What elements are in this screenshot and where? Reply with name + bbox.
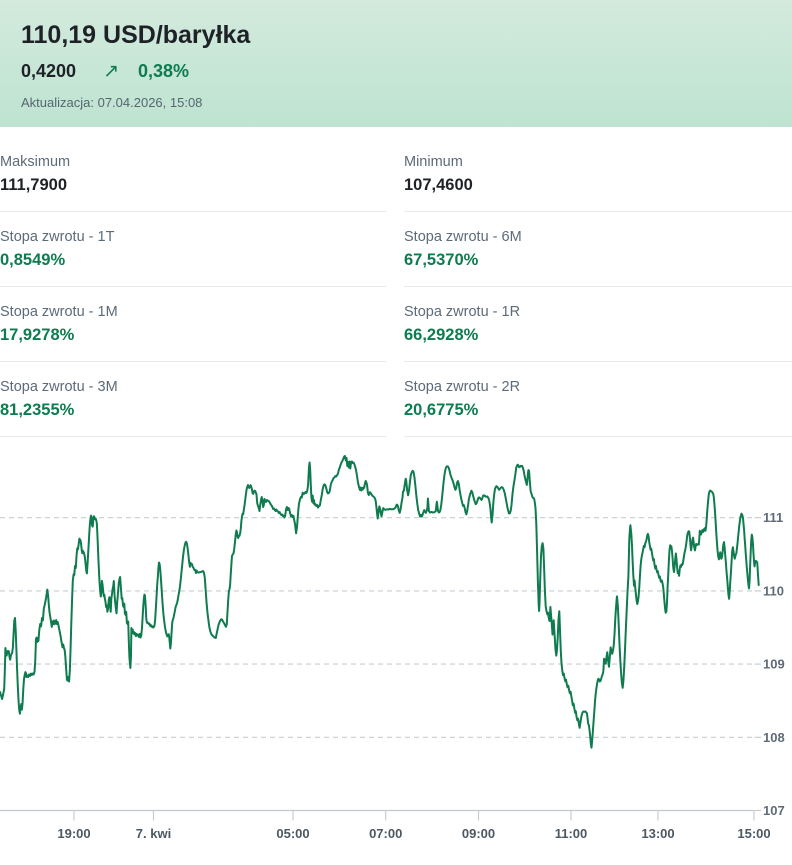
stat-value: 111,7900 [0, 176, 67, 194]
stat-cell: Stopa zwrotu - 2R 20,6775% [404, 362, 792, 437]
stat-value: 81,2355% [0, 401, 75, 419]
change-value: 0,4200 [21, 61, 77, 81]
stat-value: 20,6775% [404, 401, 479, 419]
y-tick-label-110: 110 [763, 583, 784, 598]
x-tick-label-13:00: 13:00 [641, 826, 674, 841]
stat-label: Minimum [404, 154, 463, 170]
quote-header: 110,19 USD/baryłka 0,4200 ↗ 0,38% Aktual… [0, 0, 792, 127]
instrument-title: 110,19 USD/baryłka [21, 21, 251, 49]
stat-label: Stopa zwrotu - 6M [404, 229, 522, 245]
line-chart-svg[interactable]: 111 110 109 108 107 19:00 7. kwi 05:00 07:00 09:0… [0, 437, 792, 865]
x-tick-label-09:00: 09:00 [462, 826, 495, 841]
y-tick-label-108: 108 [763, 730, 785, 745]
stat-label: Stopa zwrotu - 1T [0, 229, 115, 245]
change-row: 0,4200 ↗ 0,38% [21, 60, 772, 83]
x-tick-label-7. kwi: 7. kwi [136, 826, 171, 841]
stat-cell: Maksimum 111,7900 [0, 137, 386, 212]
x-tick-label-05:00: 05:00 [276, 826, 309, 841]
stat-value: 17,9278% [0, 326, 75, 344]
x-tick-label-15:00: 15:00 [737, 826, 770, 841]
x-tick-label-19:00: 19:00 [57, 826, 90, 841]
stat-value: 107,4600 [404, 176, 473, 194]
update-info: Aktualizacja: 07.04.2026, 15:08 [21, 95, 203, 110]
price-line [0, 455, 760, 749]
stats-grid: Maksimum 111,7900 Minimum 107,4600 Stopa zwr… [0, 137, 792, 437]
x-tick-label-07:00: 07:00 [369, 826, 402, 841]
stat-cell: Stopa zwrotu - 1M 17,9278% [0, 287, 386, 362]
arrow-up-right-icon: ↗ [103, 61, 119, 82]
stat-label: Stopa zwrotu - 1M [0, 304, 118, 320]
stat-cell: Stopa zwrotu - 6M 67,5370% [404, 212, 792, 287]
price-chart: 111 110 109 108 107 19:00 7. kwi 05:00 07:00 09:0… [0, 437, 792, 865]
stat-cell: Stopa zwrotu - 1T 0,8549% [0, 212, 386, 287]
y-tick-label-107: 107 [763, 803, 785, 818]
stat-cell: Stopa zwrotu - 1R 66,2928% [404, 287, 792, 362]
stat-label: Stopa zwrotu - 3M [0, 379, 118, 395]
stat-label: Maksimum [0, 154, 71, 170]
stat-value: 67,5370% [404, 251, 479, 269]
stat-value: 0,8549% [0, 251, 66, 269]
stat-cell: Minimum 107,4600 [404, 137, 792, 212]
y-tick-label-111: 111 [763, 510, 783, 525]
x-tick-label-11:00: 11:00 [555, 826, 588, 841]
stat-label: Stopa zwrotu - 1R [404, 304, 521, 320]
stat-label: Stopa zwrotu - 2R [404, 379, 521, 395]
stat-cell: Stopa zwrotu - 3M 81,2355% [0, 362, 386, 437]
change-percent: 0,38% [137, 61, 190, 81]
y-tick-label-109: 109 [763, 657, 785, 672]
stat-value: 66,2928% [404, 326, 479, 344]
